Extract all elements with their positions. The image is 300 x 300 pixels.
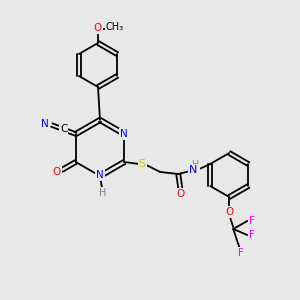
Text: N: N xyxy=(96,170,104,180)
Text: N: N xyxy=(189,165,197,175)
Text: CH₃: CH₃ xyxy=(106,22,124,32)
Text: F: F xyxy=(249,230,255,240)
Text: O: O xyxy=(176,189,184,199)
Text: O: O xyxy=(52,167,61,177)
Text: N: N xyxy=(120,129,128,139)
Text: C: C xyxy=(60,124,68,134)
Text: H: H xyxy=(192,160,199,170)
Text: F: F xyxy=(238,248,244,258)
Text: N: N xyxy=(41,119,49,129)
Text: S: S xyxy=(139,159,146,169)
Text: O: O xyxy=(225,207,233,217)
Text: O: O xyxy=(94,23,102,33)
Text: F: F xyxy=(249,216,255,226)
Text: H: H xyxy=(99,188,107,198)
